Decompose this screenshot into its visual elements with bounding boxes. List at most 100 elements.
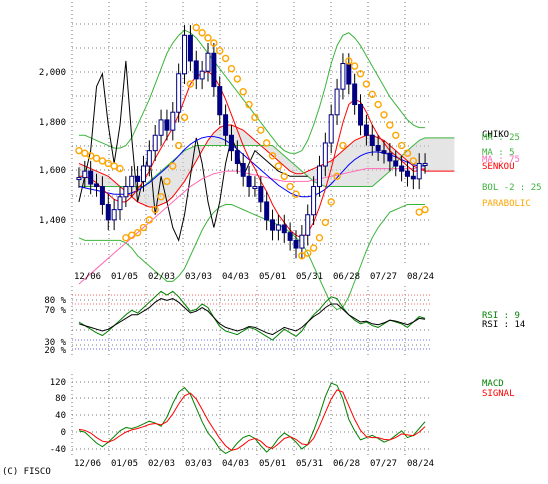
macd-x-tick-label: 12/06 [74, 459, 101, 469]
parabolic-dot [350, 62, 359, 70]
price-x-tick-label: 06/28 [333, 272, 360, 282]
price-x-tick-label: 07/27 [370, 272, 397, 282]
parabolic-dot [104, 159, 112, 168]
price-y-tick-label: 1,800 [39, 118, 66, 128]
candle-body [422, 162, 428, 166]
candle-body [105, 203, 111, 221]
price-y-tick-label: 1,600 [39, 166, 66, 176]
parabolic-dot [333, 172, 341, 180]
bollinger-lower-line [78, 203, 426, 311]
price-panel [75, 23, 455, 311]
candle-body [228, 134, 234, 152]
macd-y-tick-label: 0 [61, 428, 66, 438]
macd-x-tick-label: 04/03 [222, 459, 249, 469]
candle-body [387, 152, 393, 162]
price-x-tick-label: 08/24 [407, 272, 434, 282]
parabolic-dot [262, 139, 271, 147]
parabolic-dot [380, 111, 388, 119]
ma5-line [78, 70, 426, 239]
candle-body [211, 52, 217, 88]
axis-labels: 2,000 1,800 1,600 1,400 80 %70 % 30 %20 % 120 8… [39, 68, 434, 469]
parabolic-dot [374, 100, 382, 109]
candle-body [240, 162, 246, 177]
candle-body [135, 175, 141, 182]
candle-body [363, 124, 369, 136]
candle-body [252, 186, 258, 190]
parabolic-dot [257, 126, 265, 134]
parabolic-dot [304, 249, 312, 257]
parabolic-dot [174, 141, 183, 150]
candle-body [328, 114, 334, 144]
parabolic-dot [315, 234, 324, 242]
candle-body [164, 119, 170, 131]
parabolic-dot [409, 157, 418, 165]
rsi-y-tick-label: 20 % [44, 346, 66, 356]
macd-y-tick-label: 80 [55, 394, 66, 404]
parabolic-dot [221, 54, 230, 63]
price-y-tick-label: 2,000 [39, 68, 66, 78]
candle-body [410, 175, 416, 180]
macd-panel [78, 382, 426, 455]
parabolic-dot [139, 223, 148, 232]
candle-body [322, 142, 328, 167]
candle-body [311, 186, 317, 216]
candle-body [170, 111, 176, 131]
candle-body [369, 134, 375, 147]
candle-body [334, 88, 340, 116]
price-x-tick-label: 12/06 [74, 272, 101, 282]
rsi-legend-item: RSI : 9 [482, 311, 520, 321]
senkou-a-line [78, 124, 455, 208]
price-legend-item: SENKOU [482, 162, 515, 172]
parabolic-dot [327, 198, 335, 206]
candle-body [193, 60, 199, 80]
parabolic-dot [151, 205, 159, 214]
candle-body [76, 177, 82, 181]
parabolic-dot [286, 182, 294, 191]
parabolic-dot [116, 164, 124, 173]
candle-body [82, 170, 88, 179]
candle-body [217, 86, 223, 116]
candle-body [111, 209, 117, 221]
parabolic-dot [309, 244, 318, 252]
macd-y-tick-label: 120 [50, 378, 66, 388]
parabolic-dot [92, 154, 101, 163]
candle-body [287, 232, 293, 241]
parabolic-dot [98, 157, 107, 165]
candle-body [299, 234, 305, 249]
parabolic-dot [198, 29, 206, 37]
candle-body [223, 114, 229, 136]
candle-body [381, 150, 387, 154]
candle-body [99, 186, 105, 205]
price-x-tick-label: 05/01 [259, 272, 286, 282]
parabolic-dot [251, 113, 259, 122]
parabolic-dot [216, 46, 224, 55]
candle-body [176, 73, 182, 113]
rsi9-line [78, 290, 426, 341]
parabolic-dot [192, 23, 200, 32]
chiko-line [78, 60, 308, 242]
rsi-legend-item: RSI : 14 [482, 320, 525, 330]
macd-y-tick-label: -40 [50, 445, 66, 455]
parabolic-dot [386, 121, 394, 129]
parabolic-dot [415, 208, 423, 216]
parabolic-dot [210, 39, 218, 47]
parabolic-dot [268, 152, 277, 160]
rsi-y-tick-label: 80 % [44, 296, 66, 306]
candle-body [199, 70, 205, 80]
price-legend-item: PARABOLIC [482, 199, 531, 209]
macd-x-tick-label: 05/01 [259, 459, 286, 469]
price-y-tick-label: 1,400 [39, 216, 66, 226]
candle-body [270, 219, 276, 231]
price-legend-item: MA : 75 [482, 155, 520, 165]
parabolic-dot [298, 252, 306, 260]
parabolic-dot [157, 193, 165, 201]
price-x-tick-label: 05/31 [296, 272, 323, 282]
candle-body [340, 63, 346, 90]
parabolic-dot [204, 34, 212, 42]
parabolic-dot [180, 113, 189, 122]
parabolic-dot [163, 177, 171, 186]
price-legend-item: MA : 25 [482, 133, 520, 143]
macd-y-tick-label: 40 [55, 411, 66, 421]
